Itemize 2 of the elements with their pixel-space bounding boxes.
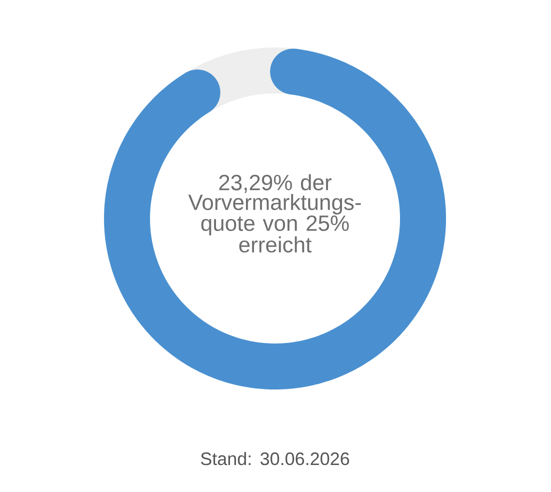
text: 23,29% der Vorvermarktungs-quote von 25% erreicht: [188, 174, 361, 253]
text: Stand: 30.06.2026: [200, 452, 350, 466]
